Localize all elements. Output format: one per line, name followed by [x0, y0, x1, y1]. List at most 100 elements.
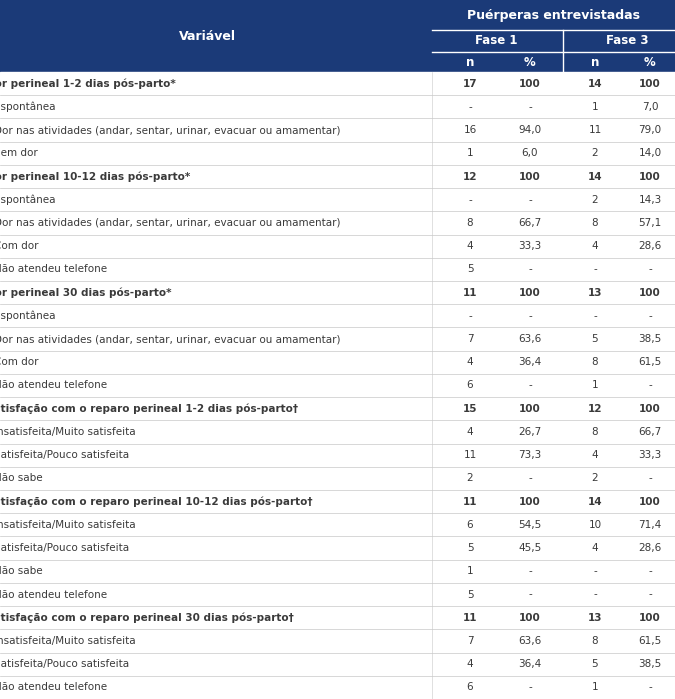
Text: Sem dor: Sem dor	[0, 148, 38, 158]
Text: 54,5: 54,5	[518, 520, 541, 530]
Text: 100: 100	[639, 78, 661, 89]
Text: 5: 5	[592, 334, 598, 344]
Text: 100: 100	[639, 287, 661, 298]
Text: 100: 100	[519, 171, 541, 182]
Bar	[0, 235, 675, 258]
Text: 33,3: 33,3	[639, 450, 662, 460]
Text: Satisfação com o reparo perineal 1-2 dias pós-parto†: Satisfação com o reparo perineal 1-2 dia…	[0, 403, 298, 414]
Text: 7: 7	[466, 334, 473, 344]
Text: Dor perineal 1-2 dias pós-parto*: Dor perineal 1-2 dias pós-parto*	[0, 78, 176, 89]
Text: Espontânea: Espontânea	[0, 194, 55, 205]
Text: Não atendeu telefone: Não atendeu telefone	[0, 589, 107, 600]
Text: -: -	[528, 195, 532, 205]
Bar	[0, 188, 675, 211]
Text: 4: 4	[466, 427, 473, 437]
Text: 100: 100	[519, 78, 541, 89]
Text: 61,5: 61,5	[639, 357, 662, 367]
Text: 14,0: 14,0	[639, 148, 662, 158]
Text: 100: 100	[519, 287, 541, 298]
Text: 100: 100	[519, 404, 541, 414]
Text: 2: 2	[592, 473, 598, 484]
Text: 71,4: 71,4	[639, 520, 662, 530]
Text: Insatisfeita/Muito satisfeita: Insatisfeita/Muito satisfeita	[0, 520, 136, 530]
Text: 33,3: 33,3	[518, 241, 541, 251]
Text: 79,0: 79,0	[639, 125, 662, 135]
Bar	[0, 397, 675, 420]
Text: Espontânea: Espontânea	[0, 310, 55, 321]
Text: Com dor: Com dor	[0, 241, 38, 251]
Text: 1: 1	[592, 380, 598, 391]
Bar	[0, 142, 675, 165]
Text: Variável: Variável	[178, 29, 236, 43]
Text: 1: 1	[592, 102, 598, 112]
Text: Não sabe: Não sabe	[0, 473, 43, 484]
Bar	[0, 95, 675, 118]
Text: 1: 1	[592, 682, 598, 693]
Text: Não atendeu telefone: Não atendeu telefone	[0, 264, 107, 275]
Bar	[0, 606, 675, 629]
Text: -: -	[648, 473, 652, 484]
Text: 100: 100	[519, 613, 541, 623]
Text: Satisfação com o reparo perineal 10-12 dias pós-parto†: Satisfação com o reparo perineal 10-12 d…	[0, 496, 313, 507]
Text: -: -	[468, 195, 472, 205]
Text: -: -	[528, 473, 532, 484]
Text: 4: 4	[592, 241, 598, 251]
Text: 15: 15	[463, 404, 477, 414]
Text: -: -	[648, 682, 652, 693]
Text: -: -	[593, 566, 597, 576]
Text: 12: 12	[588, 404, 602, 414]
Text: -: -	[468, 311, 472, 321]
Text: 94,0: 94,0	[518, 125, 541, 135]
Text: 6,0: 6,0	[522, 148, 538, 158]
Text: Dor perineal 10-12 dias pós-parto*: Dor perineal 10-12 dias pós-parto*	[0, 171, 190, 182]
Text: -: -	[528, 264, 532, 275]
Bar	[0, 490, 675, 513]
Text: 14: 14	[588, 171, 602, 182]
Bar	[0, 560, 675, 583]
Text: 1: 1	[466, 566, 473, 576]
Text: 6: 6	[466, 380, 473, 391]
Text: 2: 2	[592, 148, 598, 158]
Text: 36,4: 36,4	[518, 659, 541, 669]
Text: Satisfeita/Pouco satisfeita: Satisfeita/Pouco satisfeita	[0, 450, 129, 460]
Text: %: %	[524, 55, 536, 69]
Text: Satisfeita/Pouco satisfeita: Satisfeita/Pouco satisfeita	[0, 659, 129, 669]
Text: 63,6: 63,6	[518, 636, 541, 646]
Text: 11: 11	[463, 287, 477, 298]
Text: 4: 4	[466, 241, 473, 251]
Bar	[0, 467, 675, 490]
Text: 38,5: 38,5	[639, 659, 662, 669]
Bar	[0, 676, 675, 699]
Text: Fase 3: Fase 3	[606, 34, 649, 48]
Text: 63,6: 63,6	[518, 334, 541, 344]
Text: 100: 100	[519, 496, 541, 507]
Bar	[0, 72, 675, 95]
Text: 26,7: 26,7	[518, 427, 541, 437]
Text: 66,7: 66,7	[639, 427, 662, 437]
Text: 4: 4	[466, 659, 473, 669]
Text: 16: 16	[463, 125, 477, 135]
Text: Dor nas atividades (andar, sentar, urinar, evacuar ou amamentar): Dor nas atividades (andar, sentar, urina…	[0, 125, 340, 135]
Bar	[0, 211, 675, 235]
Text: 8: 8	[466, 218, 473, 228]
Text: 8: 8	[592, 218, 598, 228]
Text: 13: 13	[588, 613, 602, 623]
Bar	[0, 304, 675, 327]
Text: 66,7: 66,7	[518, 218, 541, 228]
Text: 8: 8	[592, 427, 598, 437]
Bar	[0, 629, 675, 653]
Text: 12: 12	[463, 171, 477, 182]
Bar	[0, 258, 675, 281]
Bar	[0, 536, 675, 560]
Text: 8: 8	[592, 357, 598, 367]
Text: Não atendeu telefone: Não atendeu telefone	[0, 380, 107, 391]
Text: Satisfeita/Pouco satisfeita: Satisfeita/Pouco satisfeita	[0, 543, 129, 553]
Text: 5: 5	[466, 589, 473, 600]
Text: -: -	[593, 264, 597, 275]
Text: 28,6: 28,6	[639, 241, 662, 251]
Text: 38,5: 38,5	[639, 334, 662, 344]
Text: 2: 2	[592, 195, 598, 205]
Text: 4: 4	[592, 450, 598, 460]
Text: 4: 4	[592, 543, 598, 553]
Text: -: -	[648, 264, 652, 275]
